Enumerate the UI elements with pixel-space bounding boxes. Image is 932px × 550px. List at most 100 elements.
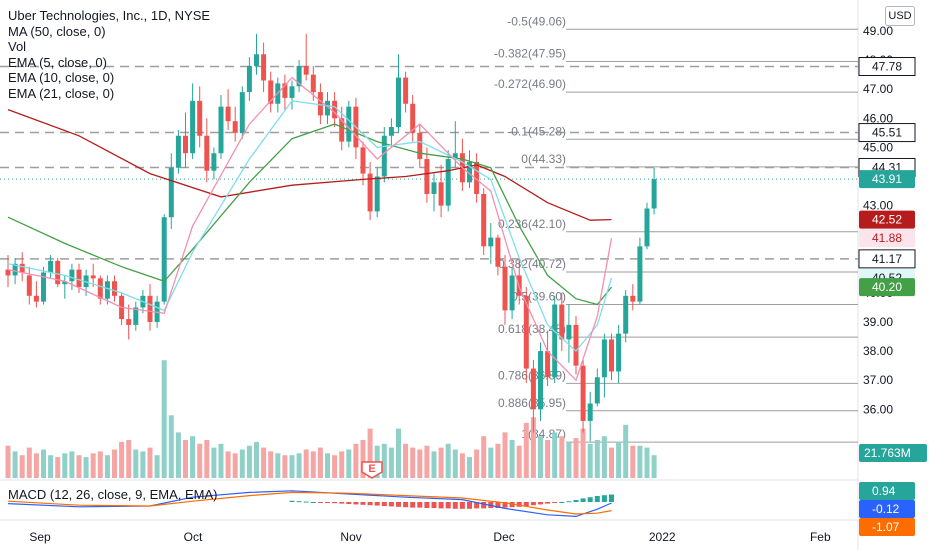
candle-body <box>317 92 323 116</box>
volume-bar <box>69 451 75 478</box>
volume-bar <box>147 447 153 478</box>
volume-bar <box>19 455 25 478</box>
moving-average-line <box>7 123 613 306</box>
volume-bar <box>225 451 231 478</box>
currency-button[interactable]: USD <box>885 6 915 26</box>
candle-body <box>587 403 593 421</box>
macd-histogram-bar <box>523 502 529 506</box>
volume-bar <box>481 436 487 478</box>
moving-average-line <box>7 100 613 353</box>
legend-ema5[interactable]: EMA (5, close, 0) <box>8 54 107 70</box>
candle-body <box>552 304 558 378</box>
y-tick-label: 46.00 <box>863 111 893 125</box>
volume-bar <box>637 445 643 478</box>
volume-bar <box>310 451 316 478</box>
volume-bar <box>175 432 181 478</box>
x-tick-label: Oct <box>184 530 203 544</box>
chart-legend: Uber Technologies, Inc., 1D, NYSE MA (50… <box>8 8 210 101</box>
volume-bar <box>630 445 636 478</box>
candle-body <box>76 269 82 288</box>
volume-bar <box>424 445 430 478</box>
volume-bar <box>296 453 302 478</box>
volume-bar <box>381 443 387 478</box>
macd-histogram-bar <box>474 502 480 509</box>
candle-body <box>630 295 636 302</box>
moving-average-line <box>7 76 613 382</box>
price-badge-label: 40.20 <box>872 280 902 294</box>
candle-body <box>246 65 252 93</box>
candle-body <box>481 193 487 247</box>
macd-histogram-bar <box>339 502 345 504</box>
macd-histogram-bar <box>431 502 437 508</box>
price-badge-bg <box>859 210 915 229</box>
price-badge-bg <box>859 278 915 297</box>
legend-title[interactable]: Uber Technologies, Inc., 1D, NYSE <box>8 8 211 23</box>
volume-bar <box>623 424 629 478</box>
candle-body <box>374 176 380 212</box>
y-tick-label: 47.00 <box>863 82 893 96</box>
volume-bar <box>190 436 196 478</box>
volume-bar <box>232 453 238 478</box>
macd-badge-bg <box>859 482 915 500</box>
candle-body <box>609 339 614 372</box>
macd-badge-bg <box>859 500 915 518</box>
volume-bar <box>559 436 565 478</box>
candle-body <box>644 208 650 247</box>
legend-ma50[interactable]: MA (50, close, 0) <box>8 23 106 39</box>
macd-histogram-bar <box>552 502 558 503</box>
volume-bar <box>353 443 359 478</box>
candle-body <box>488 237 494 247</box>
macd-legend[interactable]: MACD (12, 26, close, 9, EMA, EMA) <box>8 487 218 502</box>
volume-bar <box>431 451 437 478</box>
candle-body <box>261 54 267 81</box>
candle-body <box>438 182 444 206</box>
volume-bar <box>587 443 593 478</box>
candle-body <box>83 275 89 288</box>
volume-bar <box>516 445 522 478</box>
legend-vol[interactable]: Vol <box>8 39 27 54</box>
candle-body <box>651 179 657 209</box>
macd-histogram-bar <box>417 502 423 508</box>
candle-body <box>296 65 302 87</box>
volume-bar <box>346 449 352 478</box>
candle-body <box>69 269 75 282</box>
candle-body <box>204 135 210 171</box>
macd-layer <box>7 490 614 518</box>
candle-body <box>332 100 338 119</box>
volume-bar <box>41 449 46 478</box>
candle-body <box>282 83 288 98</box>
volume-bar <box>62 453 68 478</box>
y-tick-label: 49.00 <box>863 24 893 38</box>
fibonacci-layer: -0.5(49.06) -0.382(47.95) -0.272(46.90) -0.… <box>494 14 858 443</box>
candle-body <box>474 161 480 194</box>
macd-histogram-bar <box>374 502 380 506</box>
macd-histogram-bar <box>545 502 551 504</box>
macd-histogram-bar <box>587 497 593 502</box>
volume-bar <box>445 443 451 478</box>
macd-histogram-bar <box>289 500 295 502</box>
candle-body <box>33 295 39 302</box>
candle-body <box>90 275 96 279</box>
macd-badge: -0.12 <box>859 500 915 518</box>
legend-ema21[interactable]: EMA (21, close, 0) <box>8 85 115 101</box>
volume-bar <box>268 451 274 478</box>
price-badge-label: 47.78 <box>872 60 902 74</box>
fib-level-label: -0.382(47.95) <box>494 47 566 61</box>
volume-bar <box>651 455 657 478</box>
earnings-marker[interactable]: E <box>361 461 383 479</box>
macd-histogram-bar <box>538 502 543 505</box>
candle-body <box>403 77 409 104</box>
volume-bar <box>183 440 188 478</box>
candle-body <box>623 295 629 334</box>
candle-body <box>97 278 103 299</box>
price-badge: 41.17 <box>858 249 916 269</box>
macd-histogram-bar <box>396 502 401 507</box>
candle-body <box>168 167 174 218</box>
macd-line <box>7 490 612 518</box>
macd-histogram-bar <box>467 502 472 509</box>
volume-bar <box>303 449 309 478</box>
candle-body <box>545 351 551 378</box>
legend-ema10[interactable]: EMA (10, close, 0) <box>8 70 115 85</box>
volume-bar <box>218 443 224 478</box>
